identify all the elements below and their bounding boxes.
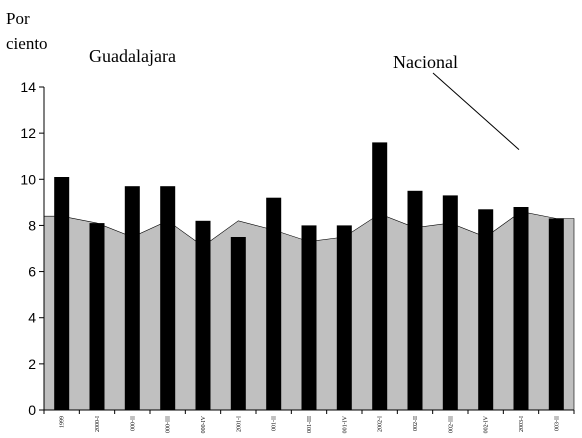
bar-2001-IV [336,225,352,410]
x-tick-label-2001-II: 001-II [272,416,278,431]
y-tick-label-12: 12 [20,125,36,141]
nacional-leader-line [432,72,520,150]
x-tick-label-2003-I: 2003-I [519,416,525,432]
y-tick-label-14: 14 [20,79,36,95]
x-tick-label-2002-III: 002-III [448,416,454,433]
x-tick-label-2000-III: 000-III [166,416,172,433]
bar-2001-I [230,237,246,410]
bar-2002-I [372,142,388,410]
y-tick-label-8: 8 [28,217,36,233]
x-tick-label-1999: 1999 [60,416,66,428]
x-tick-label-2001-I: 2001-I [236,416,242,432]
bar-2000-I [89,223,105,410]
bar-2002-IV [478,209,494,410]
x-tick-label-2002-I: 2002-I [378,416,384,432]
bar-2000-IV [195,220,211,410]
bar-2000-III [160,186,176,410]
bar-2000-II [124,186,140,410]
y-tick-label-10: 10 [20,171,36,187]
y-axis-label-line-2: ciento [6,34,48,53]
x-tick-label-2001-IV: 001-IV [342,415,348,433]
y-tick-label-6: 6 [28,264,36,280]
annotation-nacional: Nacional [393,52,458,72]
bar-2001-II [266,197,282,410]
bar-2002-II [407,190,423,410]
y-tick-label-0: 0 [28,402,36,418]
x-tick-label-2001-III: 001-III [307,416,313,433]
x-tick-label-2000-II: 000-II [130,416,136,431]
x-tick-label-2002-II: 002-II [413,416,419,431]
annotation-guadalajara: Guadalajara [89,46,176,66]
x-tick-label-2000-I: 2000-I [95,416,101,432]
y-axis-label-line-1: Por [6,9,30,28]
plot-area: 0 2 4 6 8 10 12 14 1999 2000-I 000-II 000-III 000-IV… [20,72,575,433]
bar-2001-III [301,225,317,410]
bar-1999 [54,177,70,410]
x-tick-label-2000-IV: 000-IV [201,415,207,433]
bar-2003-I [513,207,529,410]
y-tick-label-2: 2 [28,356,36,372]
bar-2003-II [548,218,564,410]
bar-2002-III [442,195,458,410]
x-tick-label-2003-II: 003-II [554,416,560,431]
y-tick-label-4: 4 [28,310,36,326]
x-tick-label-2002-IV: 002-IV [484,415,490,433]
